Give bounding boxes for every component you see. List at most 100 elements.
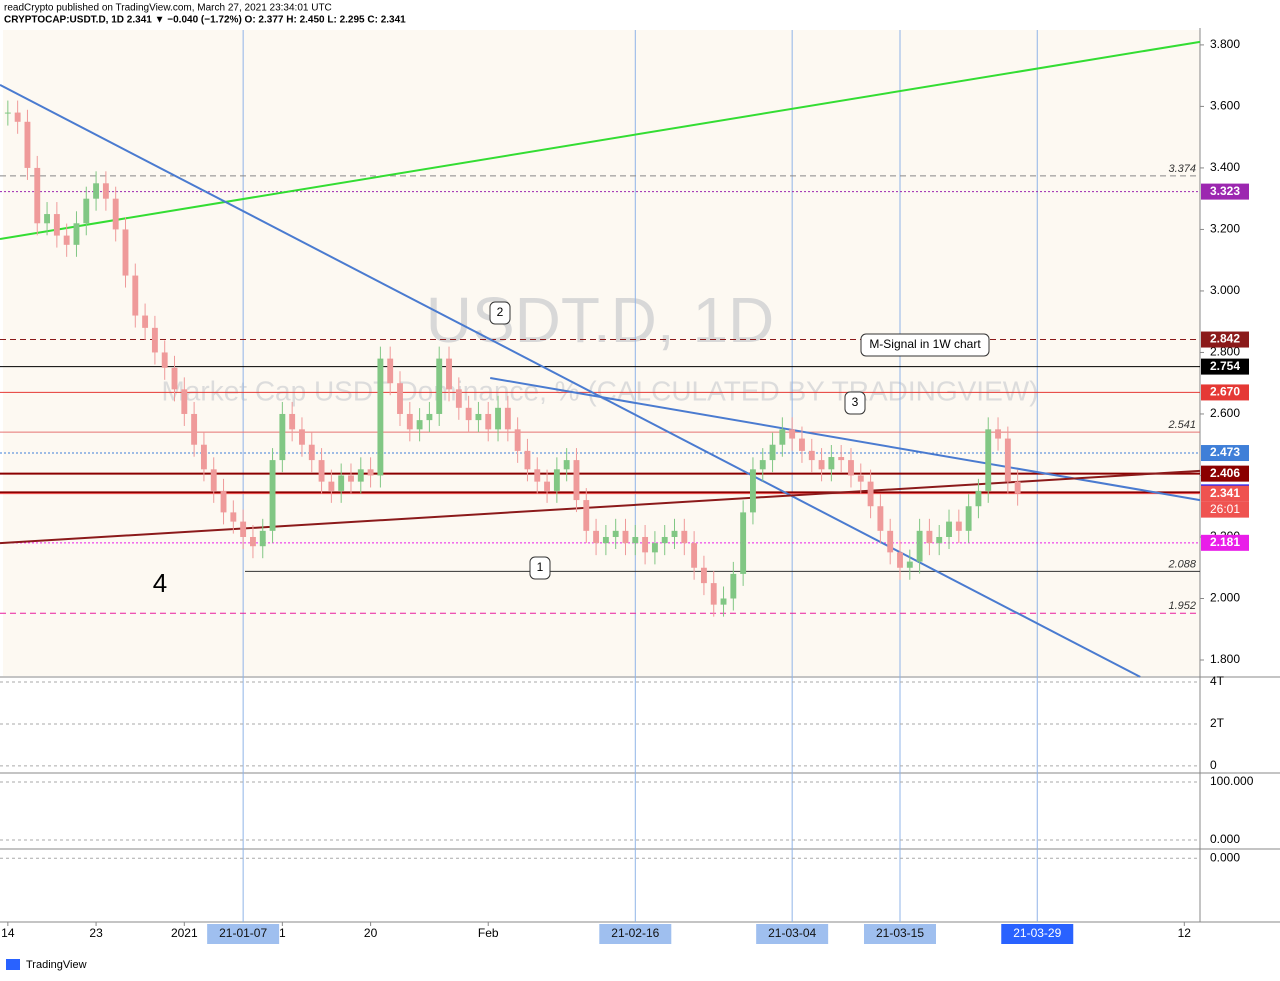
candle	[132, 275, 139, 316]
candle	[544, 481, 550, 491]
candle	[14, 112, 21, 122]
candle	[740, 512, 747, 574]
countdown: 26:01	[1210, 502, 1240, 516]
watermark-subtitle: Market Cap USDT Dominance, % (CALCULATED…	[161, 375, 1038, 406]
candle	[299, 429, 305, 445]
price-tag-label: 2.670	[1210, 385, 1240, 399]
candle	[955, 521, 962, 531]
level-label: 1.952	[1168, 600, 1196, 612]
candle	[73, 223, 80, 245]
y-tick-label: 3.000	[1210, 283, 1240, 297]
y-tick-label: 2.800	[1210, 345, 1240, 359]
trend-line	[490, 376, 1201, 502]
callout-text: M-Signal in 1W chart	[869, 337, 981, 351]
candle	[4, 112, 11, 114]
callout-box	[844, 391, 866, 415]
candle	[975, 490, 982, 507]
candle	[632, 536, 639, 544]
x-tick-label: 2021	[171, 926, 198, 940]
y-tick-label: 2.600	[1210, 406, 1240, 420]
candle	[818, 460, 825, 470]
candle	[328, 481, 335, 491]
candle	[210, 469, 217, 491]
callout-box	[860, 333, 990, 357]
candle	[691, 543, 698, 568]
candle	[985, 429, 992, 491]
candle	[651, 543, 658, 553]
candle	[808, 450, 815, 461]
candle	[406, 413, 413, 430]
y-tick-label: 1.800	[1210, 652, 1240, 666]
candle	[710, 583, 717, 605]
x-tick-label: 1	[279, 926, 286, 940]
candle	[681, 530, 688, 544]
price-tag	[1201, 534, 1249, 551]
pane-tick-label: 0.000	[1210, 832, 1240, 846]
candle	[642, 536, 649, 553]
candle	[573, 460, 580, 501]
candle	[367, 469, 374, 476]
candle	[387, 358, 394, 384]
candle	[857, 475, 864, 482]
level-label: 3.374	[1168, 163, 1196, 175]
price-tag	[1201, 358, 1249, 375]
y-tick-label: 3.400	[1210, 160, 1240, 174]
candle	[877, 506, 884, 531]
x-tick-label: 21-02-16	[611, 926, 659, 940]
price-tag-label: 2.341	[1210, 486, 1240, 500]
callout-box	[489, 301, 511, 325]
candle	[995, 429, 1001, 439]
candle	[151, 327, 158, 353]
x-tick-label: 21-03-15	[876, 926, 924, 940]
candle	[553, 469, 560, 491]
date-tag	[599, 924, 672, 944]
candle	[446, 358, 452, 390]
candle	[514, 429, 521, 451]
candle	[308, 444, 315, 461]
x-tick-label: 21-03-29	[1013, 926, 1061, 940]
candle	[348, 475, 354, 482]
y-tick-label: 3.800	[1210, 37, 1240, 51]
price-tag-label: 2.406	[1210, 466, 1240, 480]
candle	[622, 530, 629, 544]
price-tag-label: 2.754	[1210, 359, 1240, 373]
x-tick-label: 21-01-07	[219, 926, 267, 940]
candle	[612, 530, 619, 537]
candle	[720, 598, 727, 605]
candle	[426, 413, 433, 421]
candle	[534, 469, 541, 482]
annotation: 4	[153, 568, 167, 598]
candle	[318, 460, 325, 482]
candle	[338, 475, 345, 491]
candle	[259, 530, 266, 547]
candle	[397, 383, 403, 414]
candle	[230, 512, 237, 522]
candle	[161, 352, 168, 368]
y-tick-label: 3.200	[1210, 222, 1240, 236]
candle	[946, 521, 952, 537]
candle	[269, 460, 276, 531]
candle	[122, 229, 129, 276]
candle	[838, 457, 845, 461]
candle	[887, 530, 894, 553]
candle	[936, 536, 943, 544]
callout-text: 2	[497, 305, 504, 319]
candle	[750, 469, 756, 513]
trend-line	[0, 40, 1201, 240]
candle	[53, 214, 60, 236]
candle	[485, 413, 492, 430]
pane-tick-label: 4T	[1210, 674, 1225, 688]
price-tag	[1201, 465, 1249, 482]
callout-text: 1	[537, 560, 544, 574]
candle	[897, 552, 903, 568]
candle	[671, 530, 678, 537]
candle	[416, 420, 423, 430]
candle	[916, 530, 923, 562]
candle	[63, 235, 70, 245]
candle	[289, 413, 296, 430]
candle	[906, 561, 913, 568]
candle	[1004, 438, 1011, 482]
candle	[799, 438, 805, 451]
candle	[83, 198, 90, 224]
candle	[24, 121, 31, 168]
